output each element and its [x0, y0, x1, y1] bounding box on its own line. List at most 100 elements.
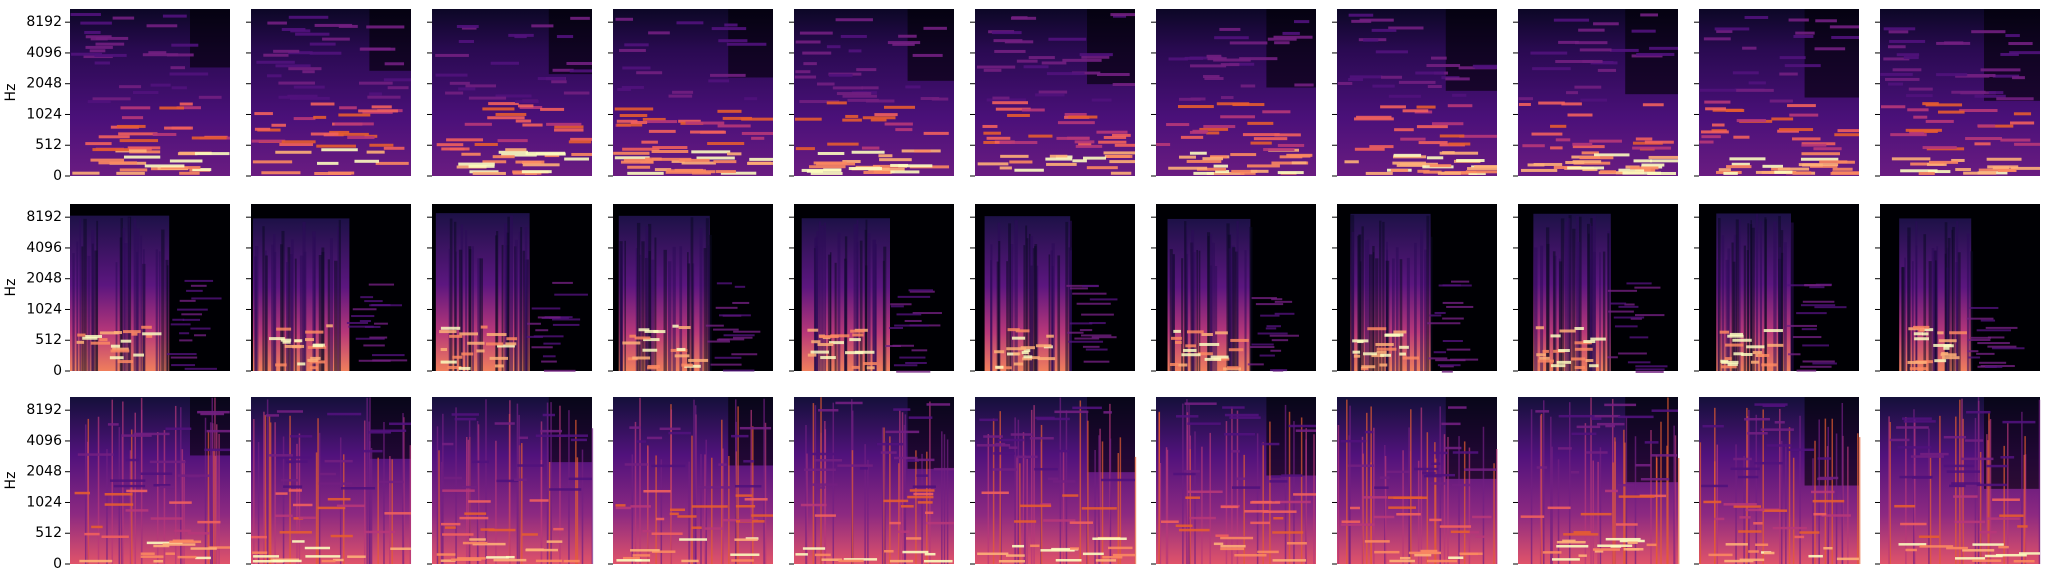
- spectrogram-texture: [642, 529, 651, 533]
- spectrogram-texture: [1359, 261, 1362, 371]
- spectrogram-texture: [1246, 164, 1280, 168]
- spectrogram-texture: [1634, 168, 1656, 172]
- spectrogram-texture: [890, 170, 920, 174]
- spectrogram-texture: [1037, 357, 1056, 361]
- spectrogram-texture: [1944, 253, 1947, 371]
- spectrogram-texture: [1230, 450, 1240, 453]
- spectrogram-texture: [120, 106, 151, 110]
- spectrogram-texture: [1081, 313, 1114, 316]
- spectrogram-texture: [999, 141, 1038, 145]
- spectrogram-texture: [995, 365, 1004, 369]
- spectrogram-texture: [1769, 99, 1793, 103]
- spectrogram-texture: [1561, 102, 1582, 106]
- spectrogram-texture: [522, 123, 543, 127]
- spectrogram-texture: [269, 422, 272, 564]
- spectrogram-texture: [1632, 146, 1672, 150]
- spectrogram-texture: [1821, 514, 1851, 517]
- spectrogram-texture: [1714, 27, 1750, 31]
- spectrogram-texture: [1760, 428, 1794, 431]
- spectrogram-texture: [1262, 510, 1297, 513]
- spectrogram-texture: [1244, 250, 1247, 371]
- spectrogram-texture: [1602, 251, 1606, 371]
- spectrogram-texture: [681, 363, 693, 367]
- spectrogram-texture: [1220, 63, 1240, 67]
- spectrogram-texture: [505, 342, 517, 346]
- spectrogram-texture: [469, 538, 486, 541]
- spectrogram-texture: [482, 107, 515, 111]
- spectrogram-texture: [1617, 483, 1635, 487]
- spectrogram-texture: [993, 452, 1016, 455]
- spectrogram-texture: [816, 162, 856, 166]
- spectrogram-texture: [550, 402, 552, 564]
- spectrogram-texture: [992, 101, 1028, 105]
- spectrogram-texture: [1574, 341, 1592, 345]
- spectrogram-texture: [1375, 258, 1379, 371]
- spectrogram-texture: [734, 538, 758, 541]
- spectrogram-texture: [442, 533, 474, 536]
- spectrogram-texture: [1952, 226, 1955, 371]
- spectrogram-texture: [1563, 533, 1599, 536]
- spectrogram-texture: [707, 142, 745, 146]
- spectrogram-texture: [1959, 109, 1998, 113]
- spectrogram-texture: [651, 259, 655, 371]
- spectrogram-texture: [933, 467, 954, 471]
- spectrogram-texture: [648, 251, 651, 371]
- spectrogram-texture: [166, 53, 194, 57]
- spectrogram-panel: [251, 204, 411, 371]
- spectrogram-texture: [1429, 164, 1452, 168]
- spectrogram-texture: [1907, 227, 1911, 371]
- spectrogram-texture: [1187, 422, 1221, 425]
- spectrogram-texture: [1908, 87, 1933, 91]
- spectrogram-texture: [1431, 122, 1464, 126]
- spectrogram-texture: [1755, 414, 1758, 564]
- spectrogram-texture: [389, 456, 391, 564]
- spectrogram-texture: [1286, 542, 1307, 545]
- spectrogram-texture: [177, 152, 198, 156]
- spectrogram-texture: [1420, 229, 1424, 371]
- spectrogram-texture: [1098, 435, 1100, 564]
- spectrogram-texture: [177, 555, 197, 559]
- spectrogram-texture: [897, 295, 931, 298]
- spectrogram-texture: [1089, 298, 1118, 301]
- spectrogram-texture: [549, 488, 582, 491]
- spectrogram-texture: [1369, 145, 1394, 149]
- spectrogram-texture: [1787, 284, 1809, 287]
- spectrogram-texture: [1832, 167, 1853, 171]
- spectrogram-texture: [1813, 512, 1827, 516]
- spectrogram-texture: [1923, 234, 1927, 371]
- spectrogram-texture: [1251, 500, 1272, 504]
- spectrogram-texture: [1992, 74, 2020, 78]
- spectrogram-texture: [1937, 331, 1944, 335]
- spectrogram-texture: [713, 160, 737, 164]
- spectrogram-texture: [1010, 433, 1033, 436]
- spectrogram-texture: [642, 117, 666, 121]
- spectrogram-texture: [1450, 530, 1470, 534]
- spectrogram-texture: [992, 96, 1010, 100]
- spectrogram-texture: [809, 452, 836, 456]
- spectrogram-texture: [1271, 339, 1289, 342]
- spectrogram-texture: [537, 316, 561, 319]
- spectrogram-texture: [313, 115, 327, 119]
- spectrogram-texture: [1072, 159, 1087, 163]
- spectrogram-texture: [1910, 455, 1944, 458]
- spectrogram-texture: [1186, 159, 1222, 163]
- spectrogram-texture: [926, 451, 928, 564]
- spectrogram-texture: [1801, 328, 1817, 331]
- spectrogram-texture: [1941, 352, 1949, 356]
- spectrogram-texture: [734, 484, 762, 488]
- spectrogram-texture: [1179, 155, 1196, 159]
- spectrogram-texture: [1109, 160, 1135, 164]
- spectrogram-texture: [1909, 131, 1924, 135]
- spectrogram-texture: [1023, 245, 1026, 371]
- spectrogram-texture: [1004, 40, 1034, 44]
- spectrogram-texture: [317, 418, 319, 564]
- spectrogram-texture: [1429, 518, 1442, 522]
- spectrogram-texture: [192, 168, 212, 172]
- spectrogram-texture: [1284, 404, 1287, 564]
- spectrogram-texture: [1080, 334, 1112, 337]
- spectrogram-texture: [1572, 145, 1605, 149]
- spectrogram-texture: [1040, 503, 1051, 506]
- spectrogram-texture: [1442, 340, 1463, 343]
- spectrogram-texture: [403, 417, 405, 564]
- spectrogram-panel: [1518, 397, 1680, 564]
